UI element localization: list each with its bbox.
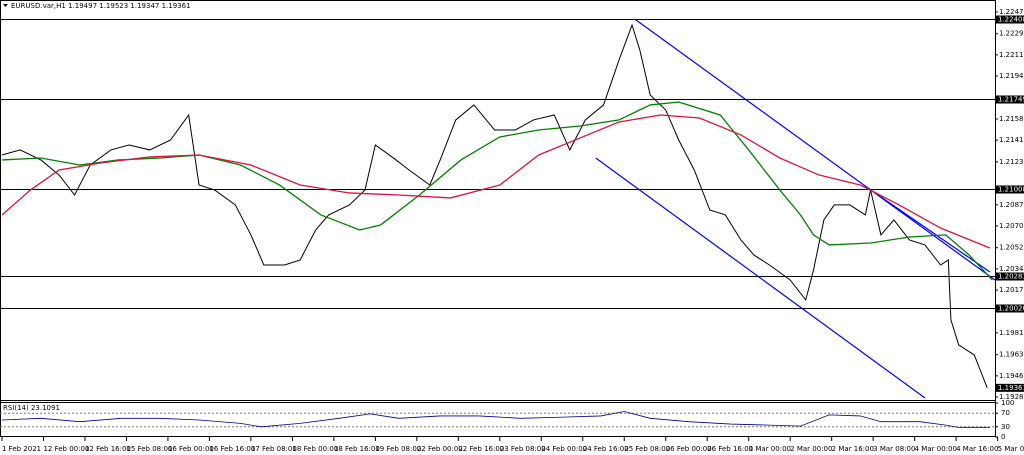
y-tick-label: 1.22470 xyxy=(999,8,1024,16)
x-tick-label: 12 Feb 00:00 xyxy=(43,445,89,453)
x-tick-label: 22 Feb 16:00 xyxy=(458,445,504,453)
level-label-bg xyxy=(996,95,1024,104)
last-price-bg xyxy=(996,383,1024,392)
y-tick-label: 1.22290 xyxy=(999,30,1024,38)
level-label: 1.20020 xyxy=(998,305,1024,313)
x-tick-label: 26 Feb 00:00 xyxy=(666,445,712,453)
level-label-bg xyxy=(996,304,1024,313)
x-tick-label: 24 Feb 00:00 xyxy=(541,445,587,453)
x-tick-label: 16 Feb 00:00 xyxy=(168,445,214,453)
x-tick-label: 2 Mar 00:00 xyxy=(790,445,832,453)
rsi-tick-label: 70 xyxy=(1001,409,1010,417)
x-tick-label: 3 Mar 08:00 xyxy=(873,445,915,453)
level-label-bg xyxy=(996,272,1024,281)
rsi-label: RSI(14) 23.1091 xyxy=(3,404,60,412)
x-tick-label: 2 Mar 16:00 xyxy=(832,445,874,453)
x-tick-label: 24 Feb 16:00 xyxy=(583,445,629,453)
y-tick-label: 1.19635 xyxy=(999,351,1024,359)
level-label-bg xyxy=(996,15,1024,24)
x-tick-label: 18 Feb 16:00 xyxy=(334,445,380,453)
x-tick-label: 16 Feb 16:00 xyxy=(209,445,255,453)
x-tick-label: 4 Mar 00:00 xyxy=(915,445,957,453)
level-label-bg xyxy=(996,185,1024,194)
level-label: 1.22408 xyxy=(998,16,1024,24)
trendline xyxy=(634,18,996,281)
x-tick-label: 12 Feb 16:00 xyxy=(85,445,131,453)
y-tick-label: 1.20700 xyxy=(999,222,1024,230)
rsi-tick-label: 0 xyxy=(1001,433,1005,441)
x-tick-label: 4 Mar 16:00 xyxy=(956,445,998,453)
x-tick-label: 1 Mar 00:00 xyxy=(749,445,791,453)
rsi-tick-label: 100 xyxy=(1001,399,1014,407)
x-tick-label: 18 Feb 00:00 xyxy=(292,445,338,453)
y-tick-label: 1.19815 xyxy=(999,329,1024,337)
y-tick-label: 1.20520 xyxy=(999,244,1024,252)
chart-frame xyxy=(0,0,996,437)
x-tick-label: 5 Mar 08:00 xyxy=(998,445,1024,453)
x-tick-label: 19 Feb 08:00 xyxy=(375,445,421,453)
price-line xyxy=(1,23,988,389)
y-tick-label: 1.21410 xyxy=(999,136,1024,144)
last-price-label: 1.19361 xyxy=(998,384,1024,392)
y-tick-label: 1.20170 xyxy=(999,286,1024,294)
symbol-menu-arrow xyxy=(3,4,8,7)
y-tick-label: 1.21230 xyxy=(999,158,1024,166)
x-tick-label: 17 Feb 08:00 xyxy=(251,445,297,453)
y-tick-label: 1.21585 xyxy=(999,115,1024,123)
y-tick-label: 1.22115 xyxy=(999,51,1024,59)
price-line xyxy=(1,114,991,249)
x-tick-label: 23 Feb 08:00 xyxy=(500,445,546,453)
x-tick-label: 1 Feb 2021 xyxy=(2,445,41,453)
x-tick-label: 22 Feb 00:00 xyxy=(417,445,463,453)
rsi-tick-label: 30 xyxy=(1001,423,1010,431)
y-tick-label: 1.20875 xyxy=(999,201,1024,209)
y-tick-label: 1.20345 xyxy=(999,265,1024,273)
chart-title: EURUSD.var,H1 1.19497 1.19523 1.19347 1.… xyxy=(11,2,191,10)
trendline xyxy=(867,187,991,273)
x-tick-label: 25 Feb 08:00 xyxy=(624,445,670,453)
rsi-line xyxy=(1,411,990,428)
y-tick-label: 1.19285 xyxy=(999,393,1024,401)
y-tick-label: 1.19460 xyxy=(999,372,1024,380)
level-label: 1.21008 xyxy=(998,186,1024,194)
x-tick-label: 15 Feb 08:00 xyxy=(126,445,172,453)
level-label: 1.20283 xyxy=(998,273,1024,281)
price-line xyxy=(1,101,993,281)
level-label: 1.21749 xyxy=(998,96,1024,104)
trendline xyxy=(595,157,926,399)
x-tick-label: 26 Feb 16:00 xyxy=(707,445,753,453)
y-tick-label: 1.21940 xyxy=(999,72,1024,80)
